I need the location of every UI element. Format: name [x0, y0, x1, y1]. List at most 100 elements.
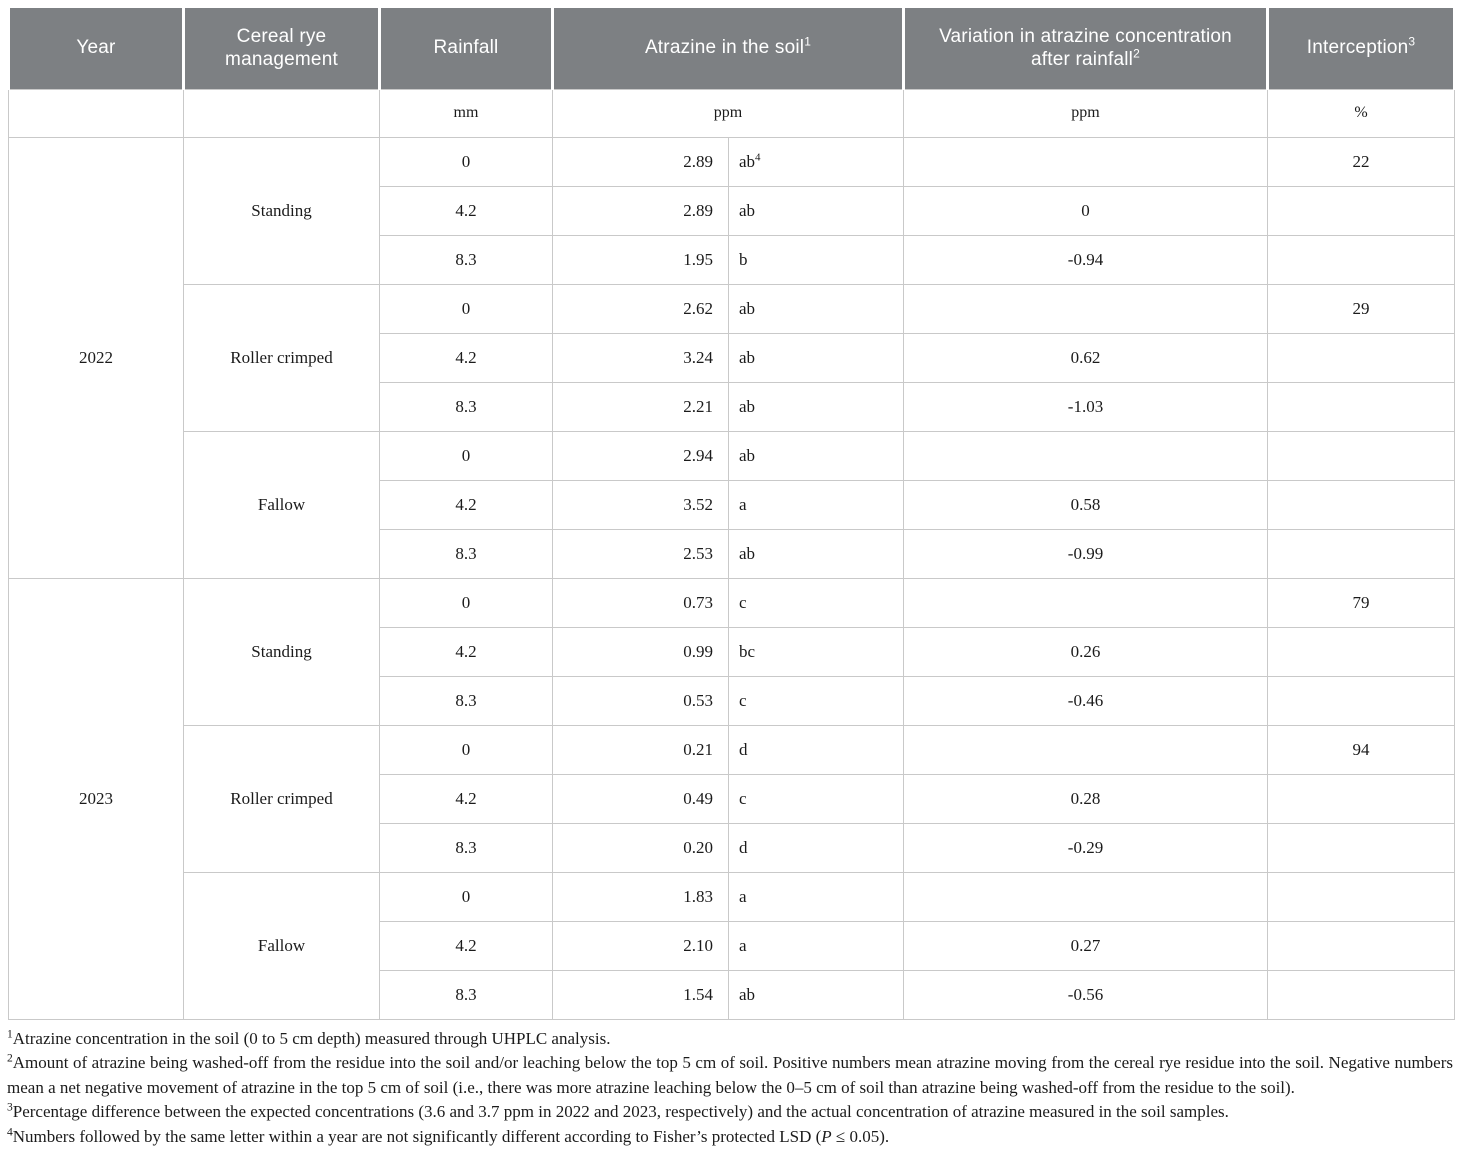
header-row: Year Cereal rye management Rainfall Atra… [7, 8, 1456, 90]
significance-letters: ab [739, 151, 756, 171]
cell-variation [903, 283, 1268, 334]
significance-letters: c [739, 690, 747, 710]
cell-variation: 0 [903, 185, 1268, 236]
cell-interception [1267, 675, 1455, 726]
cell-rainfall: 0 [379, 430, 553, 481]
cell-interception [1267, 381, 1455, 432]
col-header-rainfall: Rainfall [378, 8, 554, 90]
cell-interception [1267, 773, 1455, 824]
table-row: 8.3 1.95 b -0.94 [9, 234, 1455, 285]
significance-letters: c [739, 592, 747, 612]
cell-atrazine-value: 3.24 [552, 332, 729, 383]
cell-variation: 0.58 [903, 479, 1268, 530]
table-row: 8.3 2.53 ab -0.99 [9, 528, 1455, 579]
footnote-marker: 2 [1133, 46, 1140, 61]
cell-variation: -1.03 [903, 381, 1268, 432]
col-header-interception-label: Interception [1306, 37, 1409, 59]
cell-atrazine-letters: ab [728, 430, 904, 481]
cell-atrazine-letters: a [728, 479, 904, 530]
cell-atrazine-letters: ab [728, 283, 904, 334]
cell-rainfall: 4.2 [379, 920, 553, 971]
table-row: 4.2 2.89 ab 0 [9, 185, 1455, 236]
cell-interception [1267, 430, 1455, 481]
significance-letters: bc [739, 641, 756, 661]
significance-letters: ab [739, 396, 756, 416]
table-header: Year Cereal rye management Rainfall Atra… [7, 8, 1456, 138]
table-row: 4.2 2.10 a 0.27 [9, 920, 1455, 971]
cell-rainfall: 8.3 [379, 675, 553, 726]
col-header-interception: Interception3 [1266, 8, 1456, 90]
cell-atrazine-value: 0.53 [552, 675, 729, 726]
cell-rainfall: 8.3 [379, 234, 553, 285]
table-row: 8.3 0.20 d -0.29 [9, 822, 1455, 873]
significance-letters: ab [739, 347, 756, 367]
cell-rainfall: 4.2 [379, 773, 553, 824]
cell-atrazine-letters: b [728, 234, 904, 285]
cell-atrazine-value: 3.52 [552, 479, 729, 530]
cell-variation: 0.62 [903, 332, 1268, 383]
table-row: 4.2 0.99 bc 0.26 [9, 626, 1455, 677]
cell-atrazine-value: 1.95 [552, 234, 729, 285]
col-header-year: Year [7, 8, 185, 90]
units-row: mm ppm ppm % [8, 88, 1455, 138]
significance-letters: ab [739, 445, 756, 465]
unit-cell-year [8, 88, 184, 138]
table-row: Roller crimped 0 0.21 d 94 [9, 724, 1455, 873]
cell-management: Fallow [183, 871, 380, 1020]
cell-variation: 0.27 [903, 920, 1268, 971]
cell-variation: -0.99 [903, 528, 1268, 579]
cell-atrazine-letters: ab [728, 185, 904, 236]
cell-year: 2023 [8, 577, 184, 1020]
footnote-marker: 4 [755, 150, 761, 163]
cell-management: Roller crimped [183, 283, 380, 432]
significance-letters: a [739, 494, 747, 514]
cell-interception: 29 [1267, 283, 1455, 334]
cell-atrazine-letters: d [728, 822, 904, 873]
cell-atrazine-letters: a [728, 920, 904, 971]
cell-rainfall: 0 [379, 577, 553, 628]
unit-cell-variation: ppm [903, 88, 1268, 138]
footnote-marker: 1 [7, 1027, 13, 1040]
cell-atrazine-value: 0.21 [552, 724, 729, 775]
cell-atrazine-value: 2.53 [552, 528, 729, 579]
footnote-text: Numbers followed by the same letter with… [12, 1126, 822, 1146]
table-row: Fallow 0 1.83 a [9, 871, 1455, 1020]
table-row: 8.3 1.54 ab -0.56 [9, 969, 1455, 1020]
cell-atrazine-letters: ab [728, 381, 904, 432]
table-row: 8.3 0.53 c -0.46 [9, 675, 1455, 726]
cell-management: Standing [183, 577, 380, 726]
col-header-rainfall-label: Rainfall [433, 37, 499, 59]
footnote-4: 4Numbers followed by the same letter wit… [7, 1125, 1453, 1150]
cell-variation [903, 871, 1268, 922]
cell-atrazine-letters: ab [728, 332, 904, 383]
cell-variation: -0.94 [903, 234, 1268, 285]
footnote-marker: 2 [7, 1052, 13, 1065]
footnote-2: 2Amount of atrazine being washed-off fro… [7, 1051, 1453, 1100]
col-header-atrazine: Atrazine in the soil1 [551, 8, 905, 90]
cell-interception [1267, 528, 1455, 579]
cell-variation: -0.56 [903, 969, 1268, 1020]
table-row: Roller crimped 0 2.62 ab 29 [9, 283, 1455, 432]
significance-letters: ab [739, 984, 756, 1004]
cell-rainfall: 4.2 [379, 332, 553, 383]
footnote-text: ≤ 0.05). [831, 1126, 890, 1146]
cell-interception [1267, 626, 1455, 677]
footnote-marker: 3 [1408, 35, 1416, 50]
col-header-management: Cereal rye management [182, 8, 381, 90]
cell-atrazine-letters: a [728, 871, 904, 922]
cell-variation [903, 136, 1268, 187]
cell-atrazine-letters: ab [728, 528, 904, 579]
table-row: 2022 Standing 0 2.89 ab4 22 [8, 136, 1455, 579]
cell-rainfall: 8.3 [379, 822, 553, 873]
table-row: 2023 Standing 0 0.73 c 79 [8, 577, 1455, 1020]
footnotes: 1Atrazine concentration in the soil (0 t… [7, 1020, 1453, 1150]
cell-atrazine-letters: ab4 [728, 136, 904, 187]
cell-interception [1267, 185, 1455, 236]
cell-atrazine-value: 2.89 [552, 185, 729, 236]
cell-variation: -0.29 [903, 822, 1268, 873]
cell-atrazine-value: 0.73 [552, 577, 729, 628]
cell-rainfall: 0 [379, 136, 553, 187]
unit-cell-management [183, 88, 380, 138]
table-row: 4.2 3.24 ab 0.62 [9, 332, 1455, 383]
col-header-atrazine-label: Atrazine in the soil [644, 37, 805, 59]
